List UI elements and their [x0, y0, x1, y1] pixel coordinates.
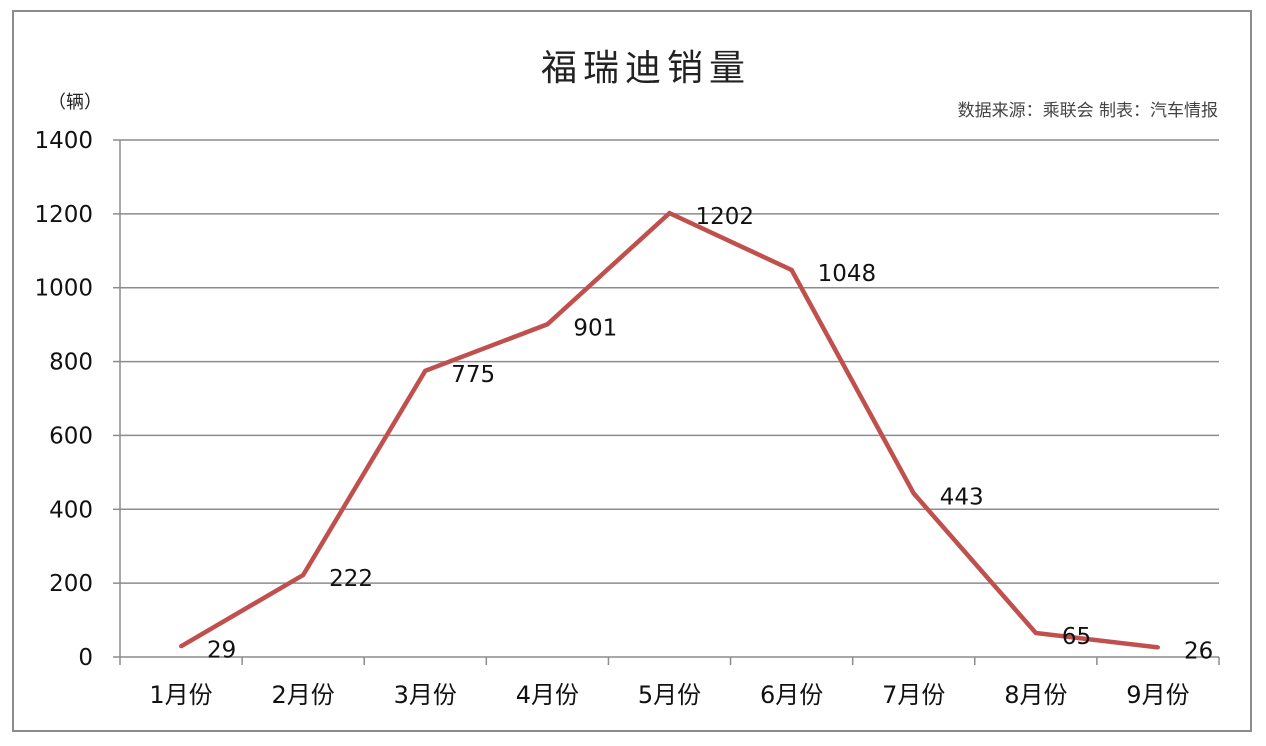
series-group: [179, 210, 1160, 650]
x-tick-label: 3月份: [394, 681, 457, 709]
data-point: [179, 644, 184, 649]
data-label: 222: [329, 566, 373, 592]
x-tick-label: 9月份: [1126, 681, 1189, 709]
y-tick-label: 200: [49, 571, 93, 597]
data-point: [1033, 630, 1038, 635]
data-label: 1048: [818, 261, 877, 287]
data-label: 443: [940, 484, 984, 510]
y-unit-label: （辆）: [48, 92, 102, 113]
x-tick-labels: 1月份 2月份 3月份 4月份 5月份 6月份 7月份 8月份 9月份: [149, 681, 1189, 709]
data-labels: 29 222 775 901 1202 1048 443 65 26: [207, 204, 1213, 664]
axes: [113, 139, 1220, 665]
x-tick-label: 8月份: [1004, 681, 1067, 709]
data-point: [789, 267, 794, 272]
y-tick-label: 800: [49, 350, 93, 376]
y-tick-label: 1000: [34, 276, 93, 302]
y-tick-label: 600: [49, 423, 93, 449]
data-label: 26: [1184, 638, 1213, 664]
data-label: 1202: [696, 204, 755, 230]
x-tick-label: 1月份: [149, 681, 212, 709]
data-point: [911, 491, 916, 496]
data-point: [1155, 645, 1160, 650]
x-tick-label: 5月份: [638, 681, 701, 709]
data-point: [545, 322, 550, 327]
data-label: 29: [207, 637, 236, 663]
data-label: 901: [573, 315, 617, 341]
x-tick-label: 4月份: [516, 681, 579, 709]
y-tick-labels: 0 200 400 600 800 1000 1200 1400: [34, 128, 93, 671]
y-tick-label: 0: [78, 645, 93, 671]
y-tick-label: 1200: [34, 202, 93, 228]
source-note: 数据来源：乘联会 制表：汽车情报: [958, 101, 1218, 121]
x-tick-label: 7月份: [882, 681, 945, 709]
data-label: 775: [451, 362, 495, 388]
chart-frame: [12, 10, 1252, 732]
y-tick-label: 1400: [34, 128, 93, 154]
data-point: [667, 211, 672, 216]
x-tick-label: 6月份: [760, 681, 823, 709]
data-point: [301, 573, 306, 578]
data-label: 65: [1062, 624, 1091, 650]
data-point: [423, 368, 428, 373]
x-tick-label: 2月份: [272, 681, 335, 709]
chart-title: 福瑞迪销量: [541, 48, 751, 89]
series-line: [179, 210, 1159, 650]
y-tick-label: 400: [49, 497, 93, 523]
grid-lines: [120, 139, 1219, 584]
